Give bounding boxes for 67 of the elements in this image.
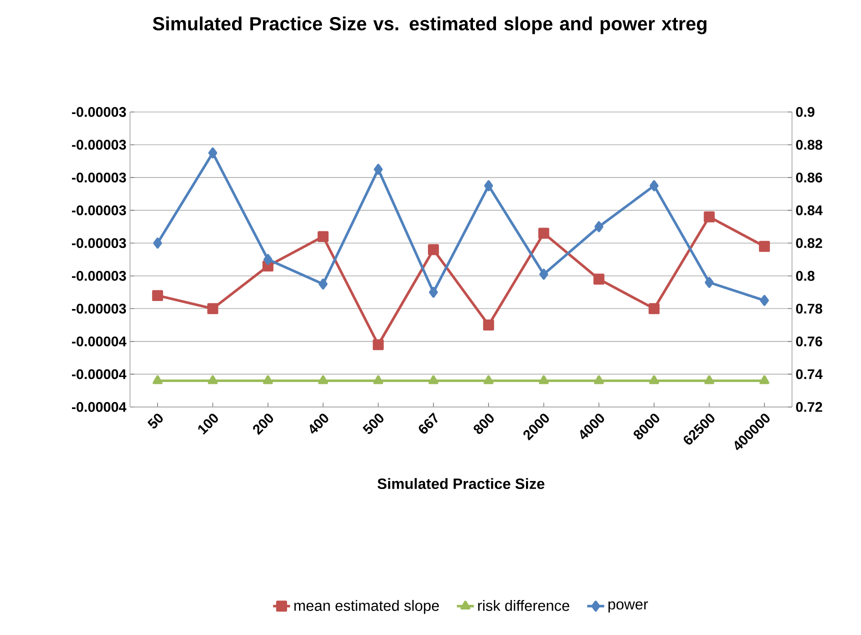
- point: [152, 290, 164, 302]
- point: [704, 276, 714, 288]
- chart-title: Simulated Practice Size vs. estimated slope and power xtreg: [152, 16, 706, 34]
- point: [594, 375, 604, 384]
- point: [483, 320, 494, 331]
- point: [372, 339, 384, 350]
- point: [428, 286, 438, 298]
- point: [594, 221, 604, 232]
- point: [153, 238, 162, 249]
- point: [758, 240, 770, 252]
- point: [318, 375, 328, 384]
- x-tick-label: 400: [310, 414, 328, 434]
- y-tick-label: -0.00003: [72, 304, 126, 314]
- point: [318, 231, 329, 242]
- y-tick-label: -0.00003: [72, 172, 126, 182]
- x-tick-label: 100: [198, 414, 218, 435]
- point: [374, 164, 383, 175]
- y-tick-label: -0.00003: [72, 140, 126, 150]
- y-tick-label: -0.00003: [72, 270, 126, 281]
- y2-tick-label: 0.72: [796, 402, 822, 412]
- point: [760, 294, 769, 306]
- y2-tick-label: 0.88: [796, 140, 822, 150]
- point: [484, 180, 494, 192]
- point: [263, 254, 272, 265]
- y-tick-label: -0.00003: [72, 238, 126, 248]
- x-axis-title: Simulated Practice Size: [378, 478, 544, 490]
- legend-label: mean estimated slope: [294, 600, 439, 614]
- x-tick-label: 50: [147, 414, 163, 428]
- x-tick-label: 500: [362, 414, 384, 434]
- point: [208, 147, 218, 158]
- point: [593, 274, 604, 285]
- y-tick-label: -0.00004: [72, 402, 126, 412]
- point: [539, 268, 548, 280]
- legend-label: risk difference: [478, 600, 570, 611]
- y-tick-label: -0.00003: [72, 107, 126, 117]
- point: [538, 228, 550, 239]
- point: [373, 375, 384, 384]
- y2-tick-label: 0.78: [796, 304, 822, 314]
- point: [760, 375, 770, 384]
- point: [207, 303, 218, 314]
- x-tick-label: 667: [418, 412, 438, 434]
- point: [704, 211, 715, 222]
- y2-tick-label: 0.9: [796, 107, 814, 117]
- y-tick-label: -0.00004: [72, 369, 126, 380]
- y-tick-label: -0.00004: [72, 336, 126, 346]
- y2-tick-label: 0.82: [796, 238, 822, 248]
- point: [484, 375, 494, 384]
- point: [152, 375, 163, 384]
- point: [428, 244, 439, 256]
- point: [538, 375, 549, 384]
- point: [648, 303, 660, 314]
- point: [208, 375, 218, 384]
- y2-tick-label: 0.84: [796, 205, 823, 216]
- y-tick-label: -0.00003: [72, 205, 126, 216]
- point: [649, 375, 660, 384]
- legend-label: power: [608, 601, 648, 612]
- x-tick-label: 800: [474, 414, 494, 434]
- y2-tick-label: 0.8: [796, 270, 814, 281]
- y2-tick-label: 0.76: [796, 336, 822, 346]
- y2-tick-label: 0.86: [796, 172, 822, 182]
- point: [650, 180, 659, 192]
- y2-tick-label: 0.74: [796, 369, 823, 380]
- point: [428, 375, 438, 384]
- point: [318, 278, 328, 290]
- point: [704, 375, 714, 384]
- point: [263, 375, 273, 384]
- x-tick-label: 200: [253, 414, 274, 435]
